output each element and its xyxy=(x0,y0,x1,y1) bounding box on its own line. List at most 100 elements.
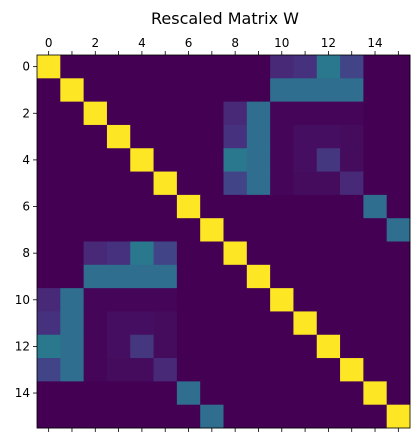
heatmap-cell xyxy=(130,241,154,266)
heatmap-cell xyxy=(60,78,85,103)
heatmap-cell xyxy=(246,78,271,103)
heatmap-cell xyxy=(340,404,364,429)
heatmap-cell xyxy=(153,311,178,336)
heatmap-cell xyxy=(223,55,248,79)
heatmap-cell xyxy=(270,358,294,382)
heatmap-cell xyxy=(386,241,411,266)
heatmap-cell xyxy=(340,124,364,149)
heatmap-cell xyxy=(223,124,248,149)
heatmap-cell xyxy=(200,311,224,336)
heatmap-cell xyxy=(83,381,108,406)
heatmap-cell xyxy=(106,381,131,406)
heatmap-cell xyxy=(60,334,85,359)
heatmap-cell xyxy=(106,264,131,289)
heatmap-cell xyxy=(153,124,178,149)
heatmap-cell xyxy=(223,311,248,336)
heatmap-cell xyxy=(223,358,248,382)
heatmap-cell xyxy=(270,241,294,266)
heatmap-cell xyxy=(83,55,108,79)
heatmap-cell xyxy=(153,241,178,266)
heatmap-cell xyxy=(176,171,201,196)
heatmap-cell xyxy=(363,171,388,196)
heatmap-cell xyxy=(176,404,201,429)
heatmap-cell xyxy=(176,334,201,359)
heatmap-cell xyxy=(60,264,85,289)
heatmap-cell xyxy=(130,148,154,172)
heatmap-cell xyxy=(106,55,131,79)
heatmap-cell xyxy=(60,148,85,172)
y-tick-label: 4 xyxy=(22,153,30,167)
x-tick-label: 10 xyxy=(274,36,289,50)
heatmap-cell xyxy=(60,218,85,242)
heatmap-cell xyxy=(246,264,271,289)
y-tick-label: 0 xyxy=(22,60,30,74)
heatmap-cell xyxy=(106,288,131,312)
heatmap-cell xyxy=(363,288,388,312)
heatmap-cell xyxy=(106,78,131,103)
y-tick-label: 14 xyxy=(15,386,30,400)
heatmap-cell xyxy=(246,358,271,382)
heatmap-cell xyxy=(37,78,61,103)
heatmap-cell xyxy=(83,171,108,196)
heatmap-cell xyxy=(176,78,201,103)
heatmap-cell xyxy=(83,241,108,266)
heatmap-cell xyxy=(246,124,271,149)
heatmap-cell xyxy=(60,55,85,79)
heatmap-cell xyxy=(83,311,108,336)
heatmap-cell xyxy=(176,381,201,406)
heatmap-cell xyxy=(176,311,201,336)
heatmap-cell xyxy=(386,404,411,429)
heatmap-cell xyxy=(246,241,271,266)
heatmap-cell xyxy=(200,124,224,149)
y-tick-label: 2 xyxy=(22,106,30,120)
heatmap-cell xyxy=(293,264,318,289)
y-tick-label: 12 xyxy=(15,339,30,353)
heatmap-cell xyxy=(293,194,318,219)
x-tick-label: 2 xyxy=(91,36,99,50)
heatmap-cell xyxy=(37,194,61,219)
heatmap-cell xyxy=(270,218,294,242)
heatmap-cell xyxy=(246,404,271,429)
heatmap-cell xyxy=(60,101,85,126)
heatmap-cell xyxy=(316,171,341,196)
heatmap-cell xyxy=(386,311,411,336)
heatmap-cell xyxy=(200,171,224,196)
heatmap-cell xyxy=(293,218,318,242)
heatmap-cell xyxy=(60,241,85,266)
heatmap-cell xyxy=(270,311,294,336)
x-tick-label: 12 xyxy=(321,36,336,50)
heatmap-cell xyxy=(363,218,388,242)
heatmap-cell xyxy=(316,101,341,126)
heatmap-cell xyxy=(270,171,294,196)
heatmap-cell xyxy=(293,101,318,126)
heatmap-cell xyxy=(200,381,224,406)
heatmap-cell xyxy=(106,311,131,336)
heatmap-cell xyxy=(386,148,411,172)
heatmap-cell xyxy=(386,171,411,196)
heatmap-cell xyxy=(130,218,154,242)
x-tick-label: 4 xyxy=(138,36,146,50)
heatmap-cell xyxy=(293,124,318,149)
heatmap-cell xyxy=(223,264,248,289)
heatmap-cell xyxy=(386,194,411,219)
heatmap-cell xyxy=(223,101,248,126)
heatmap-cell xyxy=(270,124,294,149)
x-tick-label: 8 xyxy=(231,36,239,50)
heatmap-cell xyxy=(153,171,178,196)
heatmap-cell xyxy=(153,358,178,382)
heatmap-cell xyxy=(363,311,388,336)
heatmap-cell xyxy=(363,148,388,172)
heatmap-cell xyxy=(60,194,85,219)
heatmap-cell xyxy=(60,358,85,382)
heatmap-cell xyxy=(223,404,248,429)
heatmap-cell xyxy=(316,194,341,219)
heatmap-cell xyxy=(200,148,224,172)
heatmap-cell xyxy=(270,101,294,126)
heatmap-cell xyxy=(223,78,248,103)
heatmap-cell xyxy=(270,148,294,172)
heatmap-cell xyxy=(340,171,364,196)
heatmap-cell xyxy=(37,101,61,126)
heatmap-cell xyxy=(340,358,364,382)
heatmap-cell xyxy=(106,218,131,242)
heatmap-cell xyxy=(37,311,61,336)
